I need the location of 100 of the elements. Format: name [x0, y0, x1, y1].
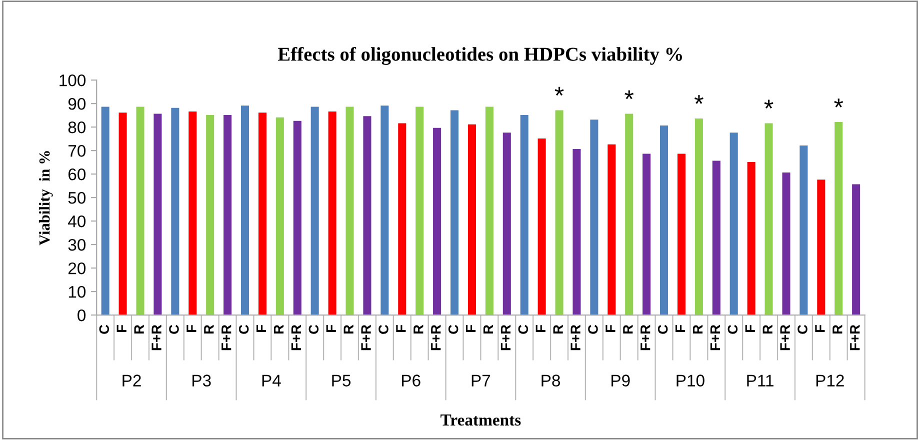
text: F [466, 324, 476, 332]
text: R [274, 324, 284, 334]
bar [572, 149, 581, 316]
x-tick-label: P5 [332, 374, 351, 386]
bar [118, 112, 127, 316]
x-tick-label: P10 [676, 374, 704, 386]
text: F [815, 324, 825, 332]
text: F [745, 324, 755, 332]
bar [363, 116, 372, 316]
y-axis-title: Viability in % [38, 151, 53, 246]
bar [660, 126, 668, 316]
bar [380, 106, 389, 316]
bar [101, 106, 110, 316]
bar [590, 120, 598, 316]
bar [398, 123, 406, 316]
text: C [728, 324, 738, 334]
text: F+R [710, 324, 720, 350]
text: C [588, 324, 598, 334]
bar [555, 110, 564, 316]
bar [538, 138, 546, 316]
bar [136, 106, 144, 316]
x-tick-label: P11 [747, 374, 774, 386]
text: R [623, 324, 633, 334]
annotation: * [554, 86, 564, 96]
bar [712, 160, 720, 316]
x-tick-label: P4 [262, 374, 281, 386]
bar [520, 114, 528, 316]
x-axis-title: Treatments [440, 414, 521, 426]
annotation: * [624, 90, 634, 100]
bar [468, 124, 476, 316]
text: C [378, 324, 388, 334]
text: F+R [291, 324, 301, 350]
text: R [553, 324, 563, 334]
text: F [606, 324, 616, 332]
bar [154, 114, 162, 316]
bar [747, 162, 756, 316]
x-tick-label: P2 [122, 374, 141, 386]
bar [293, 120, 302, 316]
bar [328, 111, 336, 316]
bar [625, 114, 634, 316]
text: F+R [850, 324, 860, 350]
y-tick-label: 100 [60, 74, 86, 86]
annotation: * [834, 98, 844, 108]
y-tick-label: 30 [68, 238, 86, 251]
y-tick-label: 20 [68, 262, 86, 274]
text: R [344, 324, 354, 334]
x-tick-label: P9 [612, 374, 630, 386]
text: F+R [152, 324, 162, 350]
text: F [326, 324, 336, 332]
y-tick-label: 40 [68, 215, 86, 228]
bar [433, 128, 442, 316]
bar [450, 110, 459, 316]
text: F+R [570, 324, 580, 350]
chart-title: Effects of oligonucleotides on HDPCs viability % [278, 46, 682, 65]
bar [834, 122, 843, 316]
bar [276, 117, 284, 316]
bar [258, 112, 266, 316]
x-tick-label: P8 [542, 374, 560, 386]
text: C [238, 324, 249, 334]
x-tick-label: P7 [472, 374, 490, 386]
text: F+R [640, 324, 650, 350]
text: F+R [500, 324, 510, 350]
text: F+R [361, 324, 371, 350]
text: F [116, 324, 126, 332]
bar [694, 118, 703, 316]
text: R [762, 324, 772, 334]
bar [310, 106, 319, 316]
y-tick-label: 0 [78, 309, 86, 322]
text: C [448, 324, 458, 334]
y-tick-label: 10 [68, 286, 86, 298]
text: F [396, 324, 406, 332]
text: C [308, 324, 319, 334]
y-tick-label: 80 [68, 121, 86, 134]
bar [782, 172, 790, 316]
annotation: * [764, 100, 774, 109]
bar [224, 114, 232, 316]
bar [171, 108, 180, 316]
text: R [204, 324, 214, 334]
text: F+R [222, 324, 232, 350]
bar [642, 154, 651, 316]
bar [677, 154, 686, 316]
bar [485, 106, 494, 316]
text: R [414, 324, 424, 334]
x-tick-label: P6 [402, 374, 420, 386]
bar [608, 144, 616, 316]
bar [764, 123, 773, 316]
text: R [832, 324, 842, 334]
text: C [99, 324, 110, 334]
bar [852, 184, 860, 316]
y-tick-label: 50 [68, 192, 86, 204]
text: R [134, 324, 144, 334]
bar [188, 111, 197, 316]
annotation: * [694, 95, 704, 104]
bar [206, 114, 214, 316]
x-tick-label: P3 [192, 374, 211, 386]
text: F [536, 324, 546, 332]
text: C [518, 324, 528, 334]
text: F [186, 324, 196, 332]
y-tick-label: 90 [68, 98, 86, 110]
bar [416, 106, 424, 316]
